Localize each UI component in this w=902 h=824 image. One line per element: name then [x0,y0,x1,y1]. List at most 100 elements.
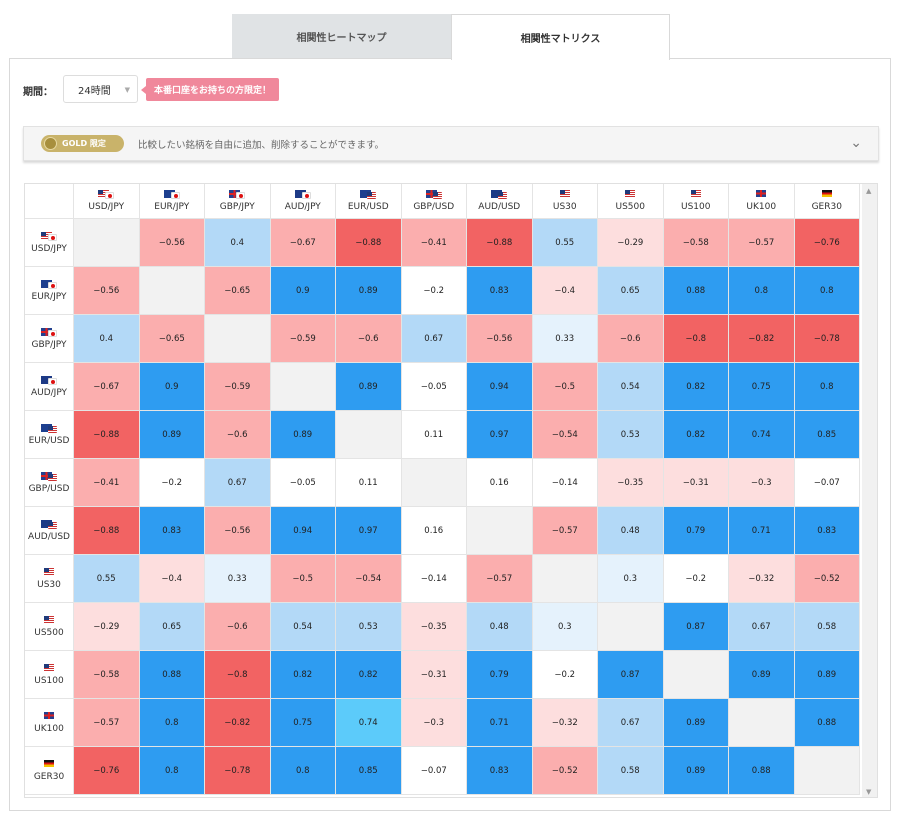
correlation-cell: −0.67 [270,219,336,267]
correlation-cell: 0.9 [139,363,205,411]
row-header-label: USD/JPY [31,243,67,254]
correlation-cell: 0.79 [467,651,533,699]
correlation-cell: −0.56 [139,219,205,267]
correlation-cell: −0.8 [663,315,729,363]
correlation-cell: −0.05 [401,363,467,411]
correlation-cell: −0.52 [794,555,860,603]
correlation-cell: 0.58 [598,747,664,795]
matrix-row: EUR/USD −0.88 0.89 −0.6 0.89 0.11 0.97 −0.54 0.5… [25,411,863,459]
column-header: US30 [532,184,598,219]
correlation-cell: 0.89 [794,651,860,699]
correlation-cell: 0.82 [336,651,402,699]
correlation-cell: 0.88 [729,747,795,795]
live-account-limited-badge: 本番口座をお持ちの方限定！ [140,78,280,101]
column-header-label: EUR/JPY [154,202,190,212]
column-header: US100 [663,184,729,219]
correlation-cell: 0.55 [74,555,140,603]
correlation-cell: 0.89 [270,411,336,459]
tab-correlation-heatmap[interactable]: 相関性ヒートマップ [232,14,451,59]
expand-chevron-icon[interactable]: ⌄ [850,135,862,151]
matrix-row: US100 −0.58 0.88 −0.8 0.82 0.82 −0.31 0.79 −0.2 0… [25,651,863,699]
correlation-cell [401,459,467,507]
tab-bar: 相関性ヒートマップ 相関性マトリクス [232,14,670,60]
correlation-cell: −0.88 [74,411,140,459]
correlation-cell: 0.67 [401,315,467,363]
correlation-cell: 0.74 [336,699,402,747]
column-header-label: AUD/JPY [284,202,321,212]
correlation-cell: −0.35 [401,603,467,651]
row-header-label: UK100 [34,723,64,734]
flag-icon [41,375,57,385]
correlation-cell: 0.82 [270,651,336,699]
correlation-cell: −0.07 [794,459,860,507]
row-header: US500 [25,603,74,651]
flag-icon [688,190,704,199]
correlation-cell: −0.6 [598,315,664,363]
matrix-grid: USD/JPY EUR/JPY GBP/JPY AUD/JPY EUR/USD GBP/U… [25,184,863,795]
correlation-cell: −0.65 [205,267,271,315]
row-header: GER30 [25,747,74,795]
vertical-scrollbar[interactable]: ▲ ▼ [862,184,877,797]
correlation-cell: 0.89 [663,747,729,795]
matrix-row: USD/JPY −0.56 0.4 −0.67 −0.88 −0.41 −0.88 0.55−… [25,219,863,267]
correlation-cell: 0.71 [467,699,533,747]
correlation-cell: 0.48 [467,603,533,651]
row-header: USD/JPY [25,219,74,267]
matrix-row: UK100 −0.57 0.8 −0.82 0.75 0.74 −0.3 0.71 −0.32 0… [25,699,863,747]
flag-icon [41,519,57,529]
correlation-cell: −0.57 [729,219,795,267]
correlation-cell: −0.29 [74,603,140,651]
correlation-cell: −0.14 [532,459,598,507]
correlation-cell: 0.8 [139,699,205,747]
correlation-cell: 0.54 [598,363,664,411]
column-header-label: US500 [615,202,645,212]
gold-badge-label: GOLD 限定 [62,139,106,148]
column-header-label: EUR/USD [347,202,389,212]
period-select[interactable]: 24時間 ▼ [63,75,138,103]
column-header: USD/JPY [74,184,140,219]
correlation-cell: 0.74 [729,411,795,459]
correlation-cell: 0.33 [532,315,598,363]
row-header: US100 [25,651,74,699]
correlation-cell: 0.88 [794,699,860,747]
flag-icon [425,190,442,199]
correlation-cell: −0.58 [663,219,729,267]
flag-icon [557,190,573,199]
correlation-cell: −0.54 [336,555,402,603]
column-header: UK100 [729,184,795,219]
correlation-matrix-table: USD/JPY EUR/JPY GBP/JPY AUD/JPY EUR/USD GBP/U… [24,183,878,798]
scroll-up-icon[interactable]: ▲ [866,187,872,195]
correlation-cell: 0.88 [139,651,205,699]
flag-icon [163,190,180,199]
correlation-cell: 0.65 [139,603,205,651]
correlation-cell: −0.31 [663,459,729,507]
column-header-label: US30 [552,202,577,212]
matrix-row: US30 0.55 −0.4 0.33 −0.5 −0.54 −0.14 −0.57 0.3 −0… [25,555,863,603]
correlation-cell: 0.71 [729,507,795,555]
correlation-cell: −0.65 [139,315,205,363]
correlation-cell: 0.65 [598,267,664,315]
column-header: EUR/JPY [139,184,205,219]
matrix-row: AUD/JPY −0.67 0.9 −0.59 0.89 −0.05 0.94 −0.5 0.5… [25,363,863,411]
row-header: EUR/USD [25,411,74,459]
correlation-cell: −0.57 [467,555,533,603]
correlation-cell: −0.4 [532,267,598,315]
correlation-cell: 0.75 [270,699,336,747]
correlation-cell: −0.29 [598,219,664,267]
scroll-down-icon[interactable]: ▼ [866,788,872,796]
correlation-cell: 0.94 [467,363,533,411]
correlation-cell [74,219,140,267]
correlation-cell: 0.8 [794,267,860,315]
column-header: AUD/JPY [270,184,336,219]
chevron-down-icon: ▼ [124,86,130,94]
correlation-cell: −0.59 [205,363,271,411]
correlation-cell: 0.4 [205,219,271,267]
matrix-row: GBP/USD −0.41 −0.2 0.67 −0.05 0.11 0.16 −0.14 −0… [25,459,863,507]
correlation-cell: 0.85 [336,747,402,795]
column-header: EUR/USD [336,184,402,219]
correlation-cell: 0.89 [139,411,205,459]
tab-correlation-matrix[interactable]: 相関性マトリクス [451,14,670,60]
gold-feature-bar[interactable]: GOLD 限定 比較したい銘柄を自由に追加、削除することができます。 ⌄ [23,126,879,161]
column-header: AUD/USD [467,184,533,219]
correlation-cell: −0.31 [401,651,467,699]
